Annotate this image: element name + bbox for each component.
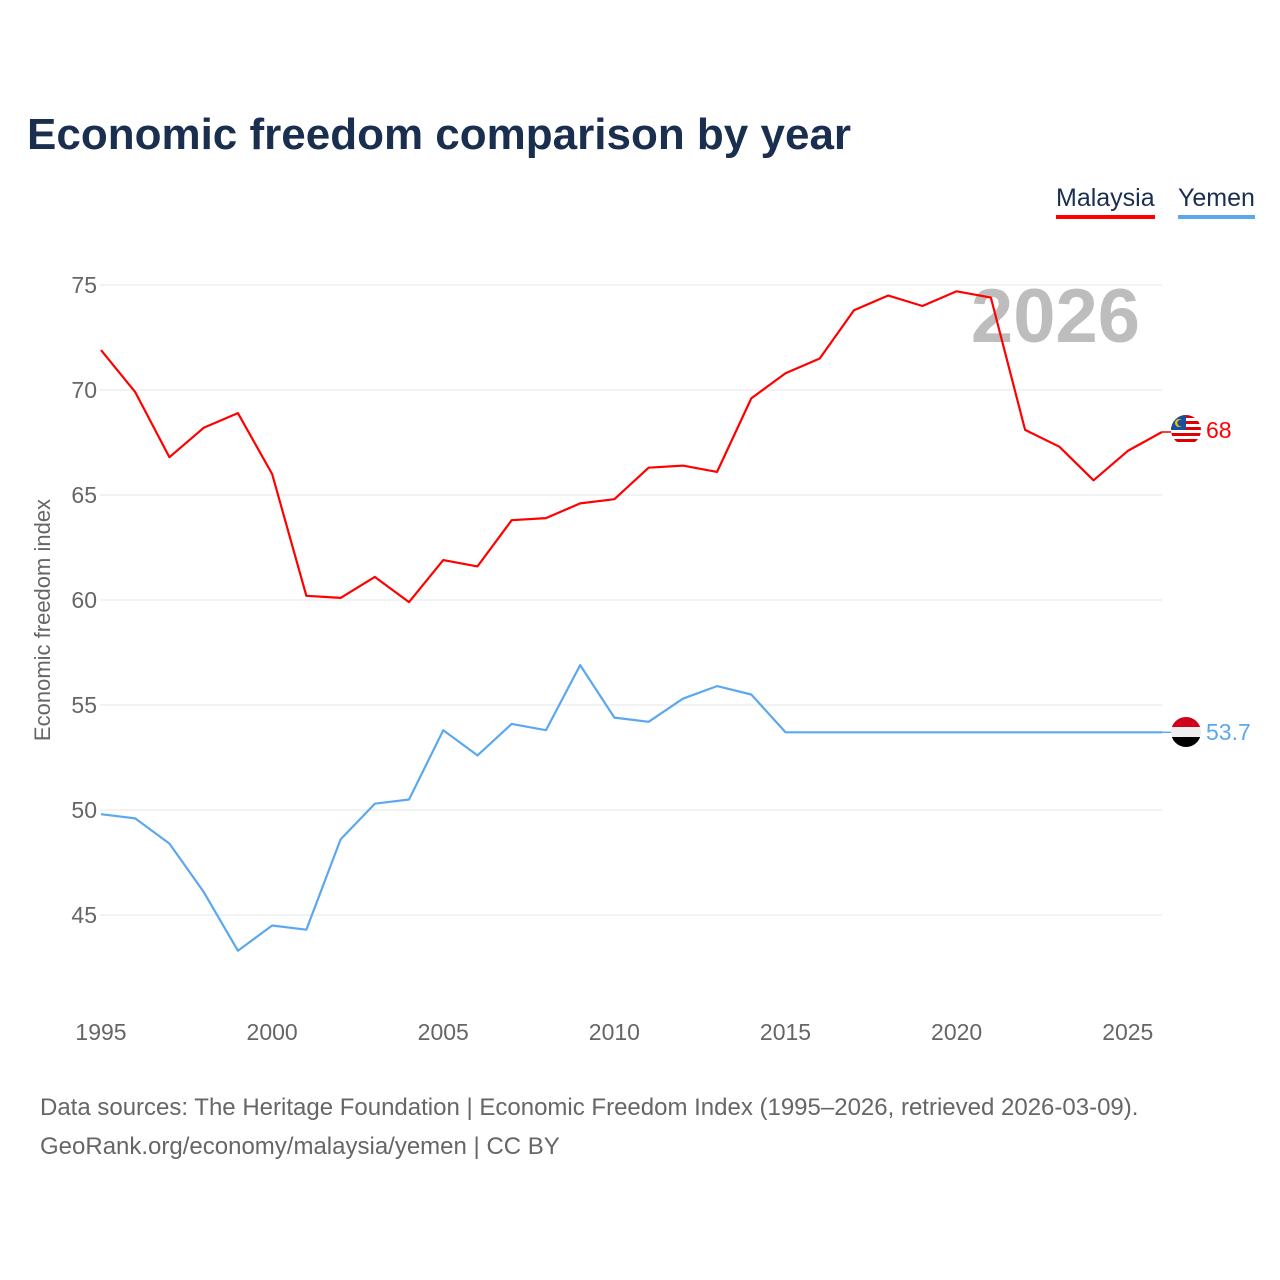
x-tick-label: 2005 [418,1019,469,1045]
malaysia-end-label: 68 [1206,417,1232,443]
y-axis-label: Economic freedom index [30,499,55,741]
y-tick-label: 60 [71,587,97,613]
y-tick-label: 75 [71,272,97,298]
source-line-2[interactable]: GeoRank.org/economy/malaysia/yemen | CC … [40,1133,560,1160]
x-tick-label: 2010 [589,1019,640,1045]
legend-malaysia[interactable]: Malaysia [1056,184,1155,219]
legend-yemen[interactable]: Yemen [1178,184,1255,219]
source-line-1: Data sources: The Heritage Foundation | … [40,1094,1139,1121]
malaysia-flag-icon [1171,415,1201,445]
yemen-flag-icon [1171,717,1201,747]
x-tick-label: 2015 [760,1019,811,1045]
y-tick-label: 55 [71,692,97,718]
chart-title: Economic freedom comparison by year [27,110,852,159]
yemen-line [100,663,1162,952]
yemen-end-label: 53.7 [1206,719,1251,745]
x-tick-label: 1995 [75,1019,126,1045]
y-tick-label: 45 [71,902,97,928]
year-watermark: 2026 [971,274,1140,359]
x-tick-label: 2020 [931,1019,982,1045]
y-tick-label: 65 [71,482,97,508]
y-tick-label: 50 [71,797,97,823]
malaysia-line [100,290,1163,604]
x-tick-label: 2025 [1102,1019,1153,1045]
x-tick-label: 2000 [247,1019,298,1045]
source-note: Data sources: The Heritage Foundation | … [40,1088,1138,1166]
y-tick-label: 70 [71,377,97,403]
